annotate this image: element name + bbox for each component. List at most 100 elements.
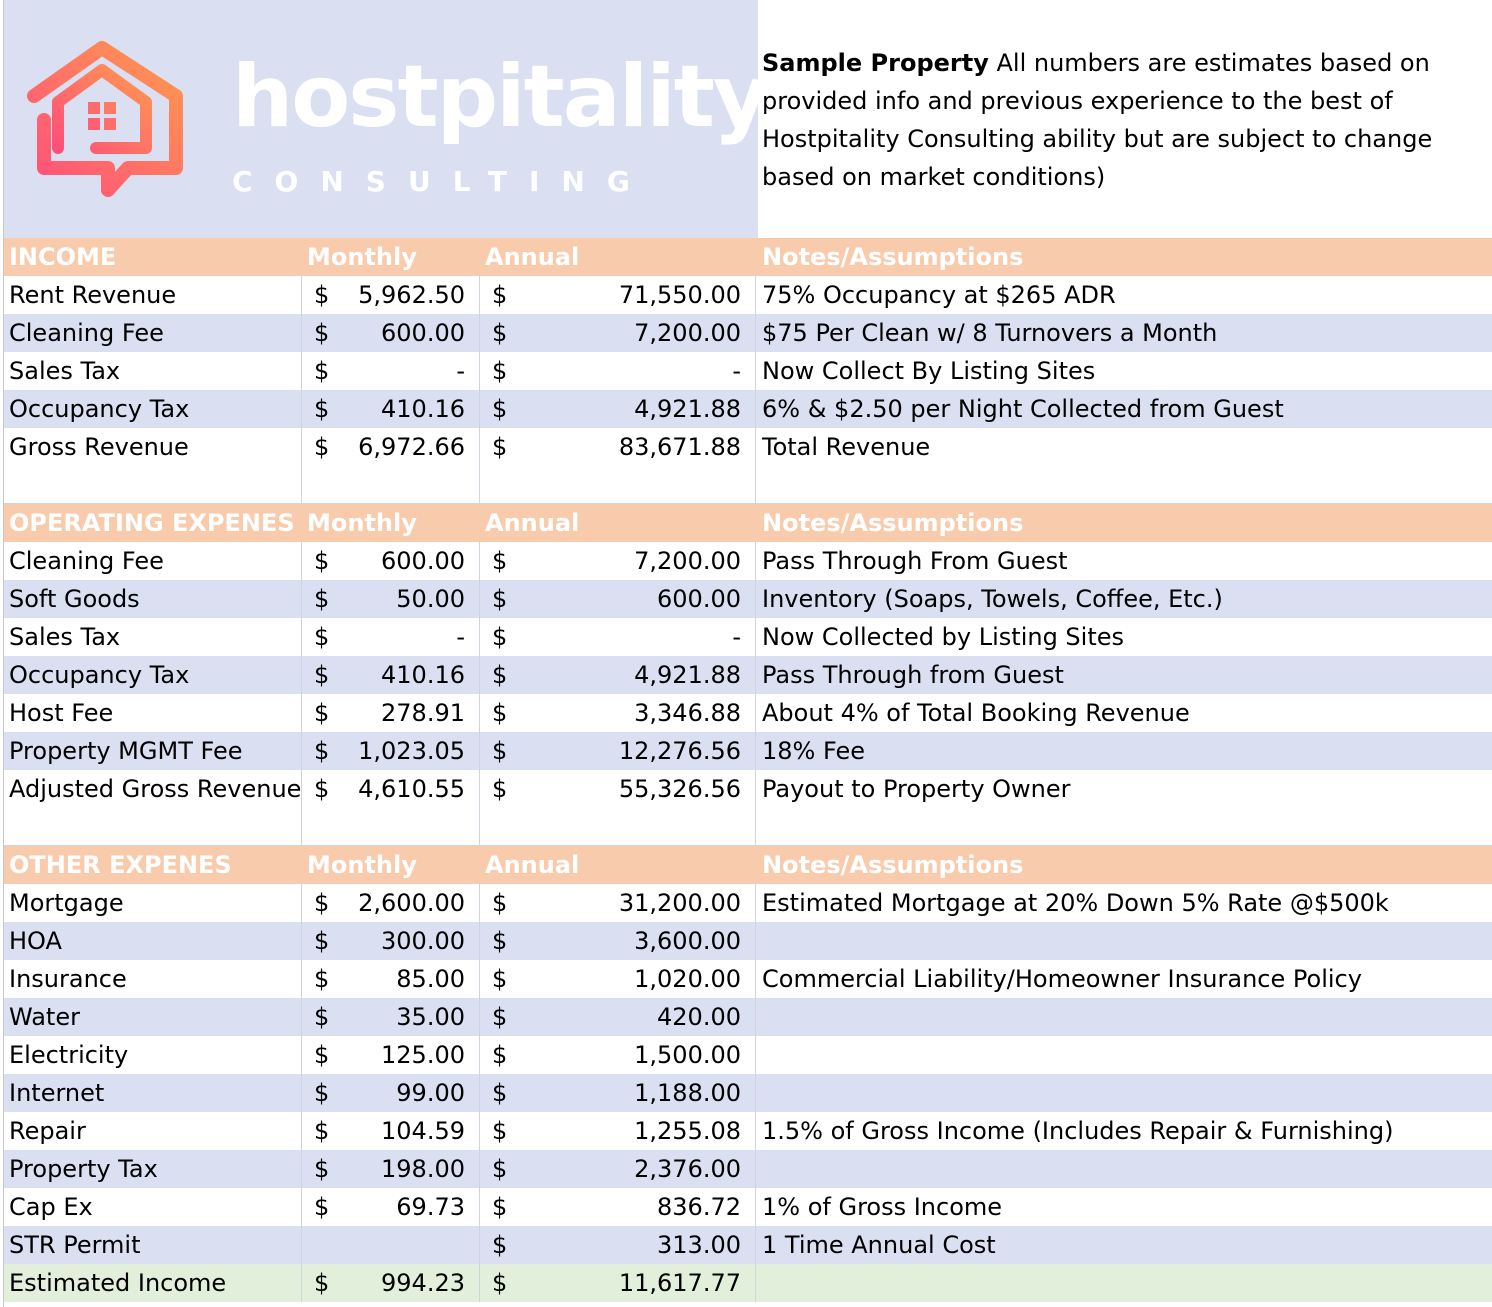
notes-cell[interactable]: 75% Occupancy at $265 ADR <box>762 281 1116 309</box>
row-label[interactable]: Internet <box>4 1074 302 1112</box>
row-label[interactable]: Water <box>4 998 302 1036</box>
row-label[interactable]: STR Permit <box>4 1226 302 1264</box>
monthly-cell[interactable]: $4,610.55 <box>302 770 480 808</box>
column-header-monthly[interactable]: Monthly <box>307 509 417 537</box>
monthly-cell[interactable]: $35.00 <box>302 998 480 1036</box>
row-label[interactable]: Mortgage <box>4 884 302 922</box>
column-header-notes[interactable]: Notes/Assumptions <box>762 509 1024 537</box>
annual-cell[interactable]: $3,600.00 <box>480 922 756 960</box>
annual-cell[interactable]: $420.00 <box>480 998 756 1036</box>
notes-cell[interactable]: Payout to Property Owner <box>762 775 1071 803</box>
annual-cell[interactable]: $1,188.00 <box>480 1074 756 1112</box>
annual-cell[interactable]: $4,921.88 <box>480 656 756 694</box>
row-label[interactable]: Occupancy Tax <box>4 656 302 694</box>
annual-cell[interactable]: $12,276.56 <box>480 732 756 770</box>
monthly-cell[interactable]: $994.23 <box>302 1264 480 1302</box>
notes-cell[interactable]: 6% & $2.50 per Night Collected from Gues… <box>762 395 1284 423</box>
annual-cell[interactable]: $ - <box>480 352 756 390</box>
annual-cell[interactable]: $11,617.77 <box>480 1264 756 1302</box>
empty-cell[interactable] <box>4 466 302 504</box>
annual-cell[interactable]: $4,921.88 <box>480 390 756 428</box>
monthly-cell[interactable]: $300.00 <box>302 922 480 960</box>
empty-cell[interactable] <box>480 466 756 504</box>
row-label[interactable]: Estimated Income <box>4 1264 302 1302</box>
notes-cell[interactable]: Pass Through from Guest <box>762 661 1064 689</box>
notes-cell[interactable]: Now Collected by Listing Sites <box>762 623 1125 651</box>
row-label[interactable]: Host Fee <box>4 694 302 732</box>
row-label[interactable]: Sales Tax <box>4 352 302 390</box>
row-label[interactable]: Gross Revenue <box>4 428 302 466</box>
monthly-cell[interactable]: $5,962.50 <box>302 276 480 314</box>
column-header-annual[interactable]: Annual <box>485 851 580 879</box>
monthly-cell[interactable]: $410.16 <box>302 656 480 694</box>
annual-cell[interactable]: $7,200.00 <box>480 314 756 352</box>
notes-cell[interactable]: About 4% of Total Booking Revenue <box>762 699 1190 727</box>
monthly-cell[interactable]: $600.00 <box>302 314 480 352</box>
column-header-notes[interactable]: Notes/Assumptions <box>762 851 1024 879</box>
empty-cell[interactable] <box>302 466 480 504</box>
notes-cell[interactable]: Total Revenue <box>762 433 931 461</box>
row-label[interactable]: Sales Tax <box>4 618 302 656</box>
row-label[interactable]: Rent Revenue <box>4 276 302 314</box>
notes-cell[interactable]: $75 Per Clean w/ 8 Turnovers a Month <box>762 319 1218 347</box>
annual-cell[interactable]: $55,326.56 <box>480 770 756 808</box>
row-label[interactable]: Electricity <box>4 1036 302 1074</box>
row-label[interactable]: Property Tax <box>4 1150 302 1188</box>
row-label[interactable]: Repair <box>4 1112 302 1150</box>
monthly-cell[interactable]: $99.00 <box>302 1074 480 1112</box>
empty-cell[interactable] <box>480 808 756 846</box>
monthly-cell[interactable]: $278.91 <box>302 694 480 732</box>
annual-cell[interactable]: $3,346.88 <box>480 694 756 732</box>
annual-cell[interactable]: $600.00 <box>480 580 756 618</box>
monthly-cell[interactable] <box>302 1226 480 1264</box>
row-label[interactable]: Insurance <box>4 960 302 998</box>
row-label[interactable]: Cleaning Fee <box>4 314 302 352</box>
column-header-monthly[interactable]: Monthly <box>307 243 417 271</box>
annual-cell[interactable]: $1,500.00 <box>480 1036 756 1074</box>
monthly-cell[interactable]: $410.16 <box>302 390 480 428</box>
notes-cell[interactable] <box>756 922 1492 960</box>
empty-cell[interactable] <box>302 808 480 846</box>
empty-cell[interactable] <box>756 808 1492 846</box>
notes-cell[interactable]: 1 Time Annual Cost <box>762 1231 996 1259</box>
column-header-label[interactable]: OPERATING EXPENES <box>9 509 295 537</box>
notes-cell[interactable]: Pass Through From Guest <box>762 547 1068 575</box>
notes-cell[interactable] <box>756 1036 1492 1074</box>
row-label[interactable]: HOA <box>4 922 302 960</box>
monthly-cell[interactable]: $ - <box>302 618 480 656</box>
column-header-notes[interactable]: Notes/Assumptions <box>762 243 1024 271</box>
monthly-cell[interactable]: $69.73 <box>302 1188 480 1226</box>
monthly-cell[interactable]: $104.59 <box>302 1112 480 1150</box>
notes-cell[interactable]: Now Collect By Listing Sites <box>762 357 1096 385</box>
annual-cell[interactable]: $83,671.88 <box>480 428 756 466</box>
monthly-cell[interactable]: $6,972.66 <box>302 428 480 466</box>
annual-cell[interactable]: $313.00 <box>480 1226 756 1264</box>
notes-cell[interactable]: 1% of Gross Income <box>762 1193 1003 1221</box>
notes-cell[interactable]: Commercial Liability/Homeowner Insurance… <box>762 965 1362 993</box>
column-header-annual[interactable]: Annual <box>485 243 580 271</box>
annual-cell[interactable]: $1,255.08 <box>480 1112 756 1150</box>
monthly-cell[interactable]: $198.00 <box>302 1150 480 1188</box>
notes-cell[interactable] <box>756 1074 1492 1112</box>
annual-cell[interactable]: $71,550.00 <box>480 276 756 314</box>
row-label[interactable]: Occupancy Tax <box>4 390 302 428</box>
row-label[interactable]: Adjusted Gross Revenue <box>4 770 302 808</box>
notes-cell[interactable]: Estimated Mortgage at 20% Down 5% Rate @… <box>762 889 1389 917</box>
monthly-cell[interactable]: $1,023.05 <box>302 732 480 770</box>
annual-cell[interactable]: $7,200.00 <box>480 542 756 580</box>
monthly-cell[interactable]: $2,600.00 <box>302 884 480 922</box>
monthly-cell[interactable]: $ - <box>302 352 480 390</box>
column-header-label[interactable]: INCOME <box>9 243 117 271</box>
row-label[interactable]: Cleaning Fee <box>4 542 302 580</box>
row-label[interactable]: Soft Goods <box>4 580 302 618</box>
column-header-label[interactable]: OTHER EXPENES <box>9 851 232 879</box>
column-header-monthly[interactable]: Monthly <box>307 851 417 879</box>
column-header-annual[interactable]: Annual <box>485 509 580 537</box>
notes-cell[interactable]: Inventory (Soaps, Towels, Coffee, Etc.) <box>762 585 1223 613</box>
notes-cell[interactable]: 1.5% of Gross Income (Includes Repair & … <box>762 1117 1394 1145</box>
annual-cell[interactable]: $1,020.00 <box>480 960 756 998</box>
monthly-cell[interactable]: $125.00 <box>302 1036 480 1074</box>
notes-cell[interactable] <box>756 1264 1492 1302</box>
empty-cell[interactable] <box>756 466 1492 504</box>
notes-cell[interactable]: 18% Fee <box>762 737 865 765</box>
